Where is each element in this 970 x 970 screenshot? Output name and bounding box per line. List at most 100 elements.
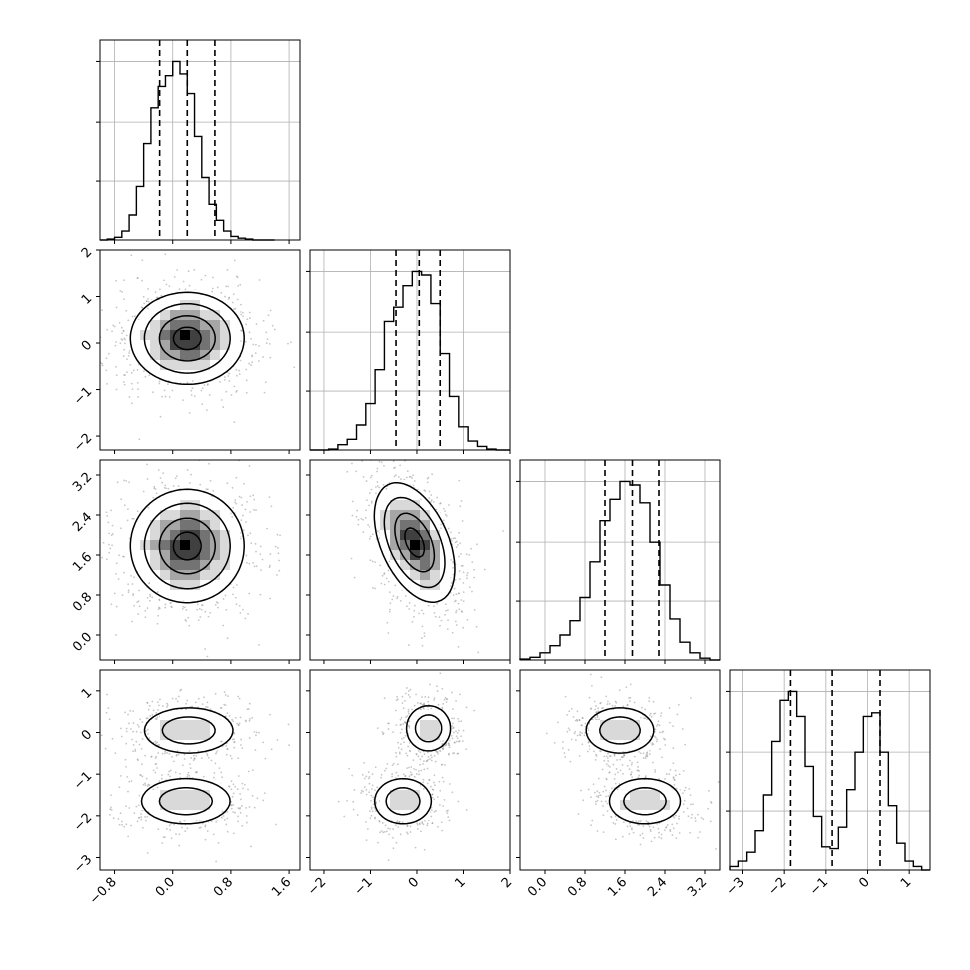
density-cell xyxy=(200,790,211,801)
scatter-point xyxy=(397,774,400,777)
density-cell xyxy=(190,300,201,311)
scatter-point xyxy=(421,609,423,612)
histogram-1-steps xyxy=(100,60,275,241)
scatter-point xyxy=(134,748,136,751)
scatter-point xyxy=(109,814,111,816)
scatter-point xyxy=(250,845,252,848)
scatter-point xyxy=(408,602,411,604)
scatter-point xyxy=(226,748,229,750)
scatter-point xyxy=(101,309,103,312)
density-cell xyxy=(140,570,151,581)
histogram-2-frame xyxy=(309,249,511,451)
scatter-point xyxy=(596,799,599,802)
scatter-point xyxy=(421,644,424,647)
scatter-point xyxy=(188,624,191,627)
scatter-point xyxy=(258,279,261,281)
density-cell xyxy=(380,780,391,791)
scatter-point xyxy=(262,741,265,744)
scatter-point xyxy=(376,530,379,533)
density-cell xyxy=(170,490,181,501)
scatter-point xyxy=(252,343,255,346)
density-cell xyxy=(200,300,211,311)
scatter-point xyxy=(227,695,229,698)
scatter-point xyxy=(249,495,252,498)
scatter-point xyxy=(432,789,435,791)
scatter-point xyxy=(186,827,189,830)
scatter-point xyxy=(133,576,135,579)
scatter-point xyxy=(425,760,428,762)
scatter-point xyxy=(587,741,590,744)
scatter-point xyxy=(140,813,142,815)
density-cell xyxy=(390,810,401,821)
scatter-point xyxy=(236,276,239,279)
scatter-point xyxy=(185,702,188,705)
scatter-point xyxy=(414,846,417,849)
density-cell xyxy=(220,330,231,341)
scatter-point xyxy=(422,781,425,784)
scatter-point xyxy=(239,744,242,746)
scatter-point xyxy=(404,692,407,695)
scatter-point xyxy=(218,767,221,770)
scatter-point xyxy=(351,774,354,777)
scatter-point xyxy=(126,358,128,361)
scatter-point xyxy=(269,553,272,556)
scatter-point xyxy=(159,415,162,418)
scatter-point xyxy=(128,396,131,398)
scatter-point xyxy=(251,794,254,797)
scatter-point xyxy=(141,738,144,740)
scatter-point xyxy=(144,784,147,787)
scatter-point xyxy=(238,697,241,700)
scatter-point xyxy=(108,718,111,721)
scatter-point xyxy=(293,366,296,369)
scatter-point xyxy=(423,768,426,771)
scatter-point xyxy=(187,270,190,273)
density-cell xyxy=(420,790,431,801)
scatter-point xyxy=(232,832,235,835)
density-cell xyxy=(220,340,231,351)
scatter-point xyxy=(111,330,113,333)
scatter-point xyxy=(441,747,444,750)
density-cell xyxy=(190,800,201,811)
scatter-point xyxy=(193,395,196,398)
scatter-point xyxy=(185,609,188,611)
scatter-point xyxy=(132,710,135,713)
scatter-point xyxy=(246,708,249,711)
density-cell xyxy=(430,720,441,731)
scatter-point xyxy=(465,809,468,811)
scatter-point xyxy=(644,775,647,777)
scatter-point xyxy=(459,693,461,696)
scatter-point xyxy=(190,757,193,759)
scatter-point xyxy=(405,687,408,689)
scatter-point xyxy=(179,689,182,692)
scatter-point xyxy=(154,740,157,743)
scatter-point xyxy=(391,773,394,775)
scatter-point xyxy=(224,295,226,298)
scatter-point xyxy=(240,330,243,332)
scatter-point xyxy=(365,788,368,791)
scatter-point xyxy=(268,566,271,569)
scatter-point xyxy=(150,755,153,758)
scatter-point xyxy=(411,477,414,480)
scatter-point xyxy=(351,462,353,465)
scatter-point xyxy=(369,559,372,562)
scatter-point xyxy=(405,716,407,719)
scatter-point xyxy=(388,833,391,836)
density-cell xyxy=(210,500,221,511)
scatter-point xyxy=(395,841,398,844)
scatter-point xyxy=(278,559,280,562)
scatter-point xyxy=(158,704,160,707)
scatter-point xyxy=(241,824,244,827)
density-cell xyxy=(130,330,141,341)
scatter-point xyxy=(407,710,410,713)
density-cell xyxy=(400,480,411,491)
scatter-point xyxy=(357,518,360,521)
scatter-point xyxy=(411,773,413,776)
scatter-point xyxy=(110,794,112,797)
scatter-point xyxy=(431,822,434,825)
scatter-point xyxy=(224,456,226,458)
scatter-point xyxy=(459,505,462,508)
density-cell xyxy=(180,490,191,501)
scatter-point xyxy=(395,699,398,702)
density-cell xyxy=(230,530,241,541)
scatter-point xyxy=(226,830,229,833)
